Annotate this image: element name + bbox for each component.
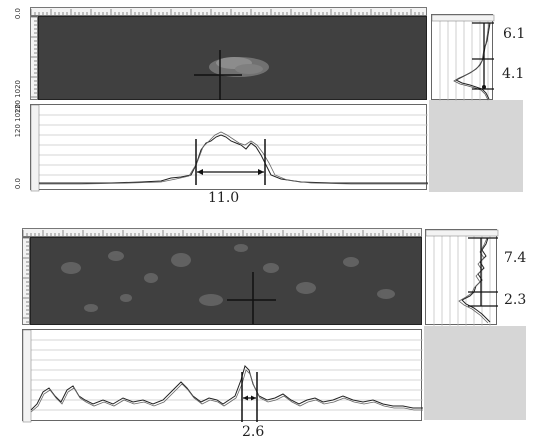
top-vertical-measure-lower: 4.1 (502, 66, 525, 82)
top-vertical-ruler (30, 16, 38, 100)
top-hmeasure-arrowhead-left (197, 169, 203, 175)
top-horizontal-trace-b (39, 131, 428, 185)
bottom-horizontal-measure: 2.6 (242, 424, 265, 440)
bottom-right-empty-area (424, 326, 526, 420)
top-axis-label-top: 0.0 (14, 8, 22, 20)
bottom-vertical-profile-plot (425, 229, 499, 326)
top-right-empty-area (429, 100, 523, 192)
top-hmeasure-arrowhead-right (258, 169, 264, 175)
ruler-ticks (31, 16, 37, 98)
top-vertical-measure-upper: 6.1 (503, 26, 526, 42)
top-horizontal-profile-plot (30, 104, 428, 192)
top-profile-marker (482, 85, 486, 89)
top-bright-object (209, 57, 269, 77)
top-vertical-trace-b (453, 22, 490, 101)
top-horizontal-measure: 11.0 (208, 190, 240, 206)
bottom-image-view[interactable] (30, 237, 422, 325)
bottom-horizontal-trace-a (30, 365, 423, 411)
bottom-vertical-measure-lower: 2.3 (504, 292, 527, 308)
bottom-image-overlay (61, 244, 395, 324)
top-image-view[interactable] (38, 16, 427, 100)
bottom-vertical-ruler (22, 237, 30, 325)
top-profile-axis-label-bottom: 0.0 (14, 178, 22, 190)
top-horizontal-profile[interactable] (30, 104, 428, 192)
top-horizontal-ruler (30, 7, 427, 16)
top-horizontal-trace-a (39, 134, 428, 184)
bottom-vertical-measure-upper: 7.4 (504, 250, 527, 266)
bottom-vertical-profile[interactable] (425, 229, 499, 326)
top-vertical-profile-plot (431, 14, 495, 101)
top-image-overlay (194, 50, 269, 100)
ruler-ticks (22, 230, 420, 236)
bottom-horizontal-profile[interactable] (22, 329, 423, 423)
ruler-ticks (30, 9, 424, 15)
bottom-horizontal-trace-b (30, 369, 423, 413)
ruler-ticks (23, 237, 29, 323)
bottom-horizontal-ruler (22, 228, 422, 237)
top-profile-axis-label-top: 120 1020 (14, 104, 22, 138)
bottom-hmeasure-arrowhead-right (251, 395, 256, 401)
bottom-horizontal-profile-plot (22, 329, 423, 423)
bottom-bright-spots (61, 244, 395, 312)
bottom-vertical-trace-b (458, 237, 489, 324)
top-vertical-profile[interactable] (431, 14, 495, 101)
bottom-hmeasure-arrowhead-left (243, 395, 248, 401)
